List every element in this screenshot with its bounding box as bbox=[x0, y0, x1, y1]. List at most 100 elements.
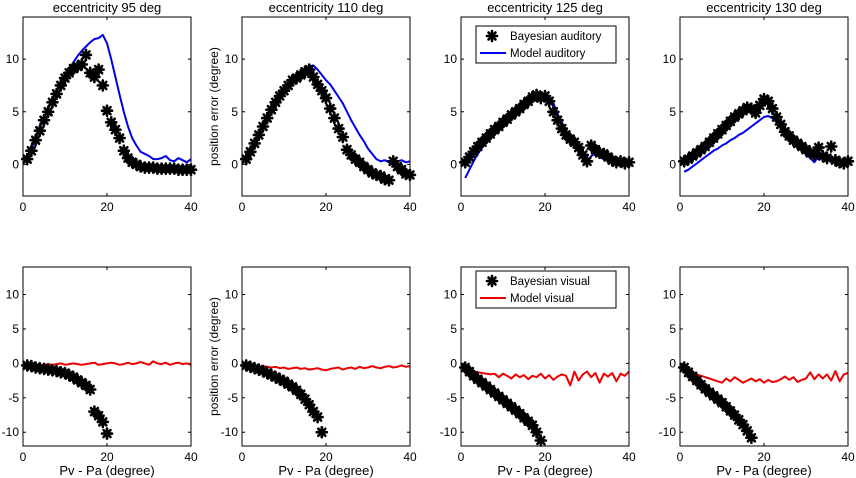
data-point-bayesian-auditory bbox=[248, 137, 261, 150]
data-point-bayesian-auditory bbox=[538, 89, 552, 103]
data-point-bayesian-auditory bbox=[302, 63, 316, 76]
data-point-bayesian-visual bbox=[534, 434, 548, 447]
y-tick-label: -5 bbox=[227, 391, 238, 405]
data-point-bayesian-visual bbox=[62, 368, 76, 382]
data-point-bayesian-auditory bbox=[130, 158, 143, 171]
x-tick-label: 0 bbox=[239, 200, 246, 214]
data-point-bayesian-auditory bbox=[41, 105, 55, 119]
chart-panel-6: 0 20 40 -10 -5 0 5 10 Pv - Pa (degree) position e… bbox=[207, 266, 417, 478]
data-point-bayesian-auditory bbox=[555, 122, 569, 135]
data-point-bayesian-auditory bbox=[256, 120, 270, 133]
y-tick-label: 10 bbox=[444, 52, 458, 66]
data-point-bayesian-visual bbox=[736, 418, 750, 431]
data-point-bayesian-visual bbox=[58, 366, 72, 380]
axes-frame bbox=[241, 16, 411, 197]
data-point-bayesian-visual bbox=[526, 419, 539, 432]
legend-box bbox=[475, 270, 617, 309]
data-point-bayesian-visual bbox=[248, 361, 261, 375]
x-tick-label: 20 bbox=[757, 200, 771, 214]
data-point-bayesian-auditory bbox=[837, 157, 851, 170]
data-point-bayesian-visual bbox=[302, 398, 316, 411]
data-point-bayesian-visual bbox=[728, 408, 741, 422]
data-point-bayesian-auditory bbox=[340, 143, 354, 156]
data-point-bayesian-auditory bbox=[677, 155, 691, 168]
data-point-bayesian-auditory bbox=[526, 90, 539, 104]
chart-title: eccentricity 95 deg bbox=[53, 0, 161, 15]
data-point-bayesian-visual bbox=[256, 364, 270, 378]
data-point-bayesian-auditory bbox=[458, 156, 472, 169]
data-point-bayesian-auditory bbox=[100, 104, 114, 117]
y-tick-label: 0 bbox=[231, 356, 238, 370]
y-axis-label: position error (degree) bbox=[207, 297, 221, 416]
plot-area bbox=[242, 267, 410, 446]
axes-frame bbox=[460, 266, 630, 447]
data-point-bayesian-auditory bbox=[75, 58, 89, 71]
data-point-bayesian-auditory bbox=[311, 78, 324, 91]
x-axis-label: Pv - Pa (degree) bbox=[59, 463, 154, 478]
data-point-bayesian-auditory bbox=[315, 84, 329, 97]
data-point-bayesian-auditory bbox=[67, 62, 80, 75]
data-point-bayesian-auditory bbox=[605, 153, 619, 167]
data-point-bayesian-auditory bbox=[812, 141, 825, 154]
data-point-bayesian-auditory bbox=[298, 65, 312, 79]
axes-frame bbox=[22, 16, 192, 197]
y-tick-label: 5 bbox=[12, 322, 19, 336]
chart-title: eccentricity 125 deg bbox=[487, 0, 603, 15]
x-tick-label: 0 bbox=[20, 200, 27, 214]
legend-label: Bayesian auditory bbox=[510, 31, 602, 43]
series-line-model-visual bbox=[683, 367, 849, 384]
data-point-bayesian-auditory bbox=[824, 140, 838, 153]
data-point-bayesian-auditory bbox=[580, 155, 594, 168]
chart-panel-3: 0 20 40 0 5 10 eccentricity 125 deg Bayesian au… bbox=[444, 0, 636, 214]
legend: Bayesian visual Model visual bbox=[475, 270, 617, 309]
axes-frame bbox=[679, 266, 849, 447]
data-point-bayesian-visual bbox=[260, 366, 274, 380]
y-tick-label: -10 bbox=[440, 425, 458, 439]
y-tick-label: 5 bbox=[669, 322, 676, 336]
data-point-bayesian-auditory bbox=[749, 106, 762, 120]
x-tick-label: 0 bbox=[20, 450, 27, 464]
y-axis-label: position error (degree) bbox=[207, 47, 221, 166]
y-tick-label: 0 bbox=[669, 356, 676, 370]
data-point-bayesian-auditory bbox=[576, 148, 590, 162]
data-point-bayesian-auditory bbox=[386, 155, 400, 168]
data-point-bayesian-auditory bbox=[332, 122, 345, 135]
data-point-bayesian-auditory bbox=[382, 173, 396, 187]
data-point-bayesian-auditory bbox=[20, 152, 34, 166]
data-point-bayesian-auditory bbox=[125, 156, 139, 169]
x-tick-label: 20 bbox=[757, 450, 771, 464]
data-point-bayesian-auditory bbox=[79, 48, 93, 62]
chart-panel-7: 0 20 40 -10 -5 0 5 10 Pv - Pa (degree) Bayesian v… bbox=[440, 266, 636, 478]
x-axis-label: Pv - Pa (degree) bbox=[497, 463, 592, 478]
x-tick-label: 20 bbox=[319, 450, 333, 464]
chart-title: eccentricity 130 deg bbox=[706, 0, 822, 15]
plot-area bbox=[680, 267, 848, 446]
y-tick-label: 10 bbox=[444, 288, 458, 302]
series-line-model-visual bbox=[465, 369, 630, 387]
data-point-bayesian-auditory bbox=[463, 150, 476, 164]
data-point-bayesian-auditory bbox=[286, 73, 299, 87]
x-tick-label: 20 bbox=[538, 200, 552, 214]
data-point-bayesian-visual bbox=[530, 425, 543, 439]
data-point-bayesian-auditory bbox=[88, 70, 101, 84]
data-point-bayesian-auditory bbox=[104, 116, 118, 129]
data-point-bayesian-auditory bbox=[252, 128, 266, 142]
y-tick-label: 5 bbox=[450, 105, 457, 119]
data-point-bayesian-auditory bbox=[260, 111, 274, 125]
data-point-bayesian-auditory bbox=[113, 131, 126, 145]
data-point-bayesian-auditory bbox=[25, 144, 38, 157]
data-point-bayesian-auditory bbox=[568, 136, 581, 149]
y-tick-label: 0 bbox=[450, 157, 457, 171]
x-tick-label: 40 bbox=[403, 450, 417, 464]
series-line-model-visual bbox=[246, 364, 411, 372]
legend-label: Model auditory bbox=[510, 48, 586, 60]
plot-area bbox=[23, 267, 191, 446]
data-point-bayesian-auditory bbox=[239, 152, 253, 166]
data-point-bayesian-auditory bbox=[277, 84, 291, 97]
chart-panel-4: 0 20 40 0 5 10 eccentricity 130 deg bbox=[663, 0, 855, 214]
axes-frame bbox=[22, 266, 192, 447]
data-point-bayesian-visual bbox=[252, 363, 266, 376]
y-tick-label: 5 bbox=[669, 105, 676, 119]
chart-panel-8: 0 20 40 -10 -5 0 5 10 Pv - Pa (degree) bbox=[659, 266, 855, 478]
